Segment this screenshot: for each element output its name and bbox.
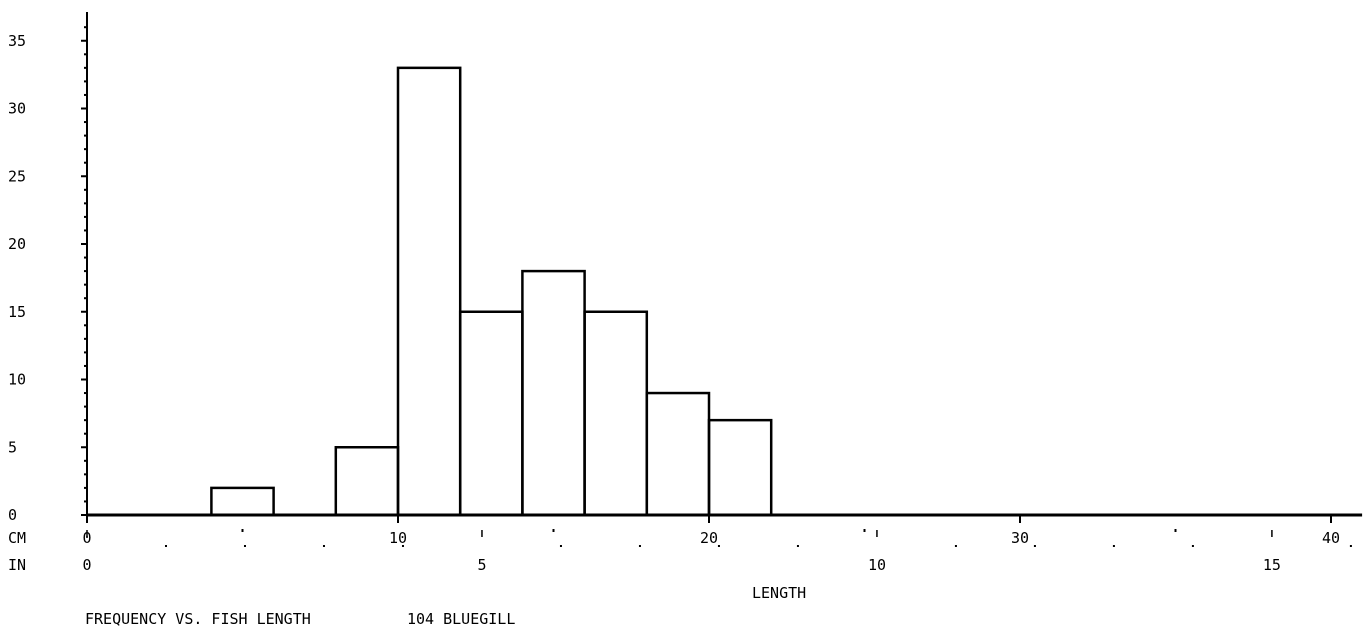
y-minor-tick xyxy=(84,134,86,137)
y-minor-tick xyxy=(84,459,86,462)
y-minor-tick xyxy=(84,66,86,69)
y-minor-tick xyxy=(84,283,86,286)
y-minor-tick xyxy=(84,392,86,395)
y-minor-tick xyxy=(84,419,86,422)
x-axis-label: LENGTH xyxy=(752,584,806,602)
histogram-bar xyxy=(583,310,649,517)
y-minor-tick xyxy=(84,215,86,218)
y-minor-tick xyxy=(84,229,86,232)
y-minor-tick xyxy=(84,432,86,435)
x-inch-minor-tick xyxy=(1349,545,1352,547)
x-inch-minor-tick xyxy=(243,545,246,547)
y-minor-tick xyxy=(84,53,86,56)
x-minor-tick xyxy=(863,529,866,532)
y-minor-tick xyxy=(84,93,86,96)
x-inch-minor-tick xyxy=(796,545,799,547)
cm-unit-label: CM xyxy=(8,529,26,547)
y-minor-tick xyxy=(84,121,86,124)
y-tick-label: 25 xyxy=(8,167,26,185)
x-inch-minor-tick xyxy=(322,545,325,547)
x-tick-label-cm: 20 xyxy=(700,529,718,547)
x-tick-label-in: 0 xyxy=(83,556,92,574)
y-tick-label: 15 xyxy=(8,303,26,321)
x-inch-minor-tick xyxy=(401,545,404,547)
y-minor-tick xyxy=(84,161,86,164)
histogram-bar xyxy=(334,446,400,517)
histogram-bar xyxy=(396,66,462,517)
x-tick-label-cm: 40 xyxy=(1322,529,1340,547)
y-tick-label: 10 xyxy=(8,371,26,389)
y-minor-tick xyxy=(84,337,86,340)
y-minor-tick xyxy=(84,202,86,205)
y-minor-tick xyxy=(84,364,86,367)
x-inch-minor-tick xyxy=(1033,545,1036,547)
x-inch-minor-tick xyxy=(164,545,167,547)
labels: CM IN LENGTH FREQUENCY VS. FISH LENGTH 1… xyxy=(8,529,806,628)
y-minor-tick xyxy=(84,405,86,408)
y-minor-tick xyxy=(84,351,86,354)
y-tick-label: 35 xyxy=(8,32,26,50)
y-minor-tick xyxy=(84,256,86,259)
x-inch-minor-tick xyxy=(1191,545,1194,547)
y-minor-tick xyxy=(84,188,86,191)
histogram-bar xyxy=(210,486,275,517)
x-tick-label-cm: 10 xyxy=(389,529,407,547)
y-minor-tick xyxy=(84,473,86,476)
x-tick-label-cm: 0 xyxy=(83,529,92,547)
axes: 0 5 10 15 20 25 30 35 0 10 20 30 40 0 5 10 15 xyxy=(8,12,1363,574)
x-tick-label-in: 10 xyxy=(868,556,886,574)
x-minor-tick xyxy=(552,529,555,532)
y-tick-label: 30 xyxy=(8,100,26,118)
histogram-bar xyxy=(707,418,773,517)
x-inch-minor-tick xyxy=(1112,545,1115,547)
y-tick-label: 5 xyxy=(8,438,17,456)
x-tick-label-cm: 30 xyxy=(1011,529,1029,547)
y-minor-tick xyxy=(84,26,86,29)
chart-title: FREQUENCY VS. FISH LENGTH xyxy=(85,610,311,628)
y-minor-tick xyxy=(84,500,86,503)
y-minor-tick xyxy=(84,324,86,327)
x-inch-minor-tick xyxy=(638,545,641,547)
chart-subtitle: 104 BLUEGILL xyxy=(407,610,515,628)
y-tick-label: 20 xyxy=(8,235,26,253)
x-minor-tick xyxy=(241,529,244,532)
x-inch-minor-tick xyxy=(717,545,720,547)
histogram-bar xyxy=(458,310,524,517)
in-unit-label: IN xyxy=(8,556,26,574)
y-tick-label: 0 xyxy=(8,506,17,524)
x-tick-label-in: 5 xyxy=(477,556,486,574)
x-inch-minor-tick xyxy=(954,545,957,547)
y-minor-tick xyxy=(84,270,86,273)
y-minor-tick xyxy=(84,297,86,300)
y-minor-tick xyxy=(84,148,86,151)
histogram-bar xyxy=(521,269,586,517)
bars xyxy=(210,66,773,517)
x-inch-minor-tick xyxy=(559,545,562,547)
x-tick-label-in: 15 xyxy=(1263,556,1281,574)
y-minor-tick xyxy=(84,486,86,489)
histogram-bar xyxy=(645,391,711,517)
y-minor-tick xyxy=(84,80,86,83)
x-minor-tick xyxy=(1174,529,1177,532)
